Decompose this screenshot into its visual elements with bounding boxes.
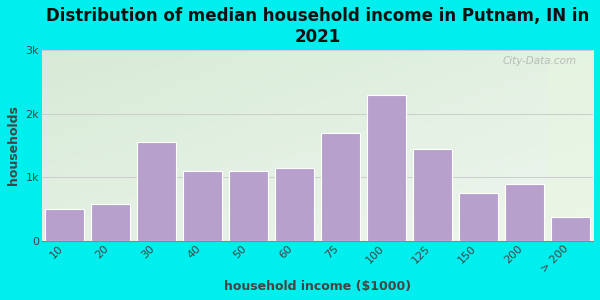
Bar bbox=[229, 171, 268, 241]
Bar bbox=[413, 148, 452, 241]
Bar bbox=[137, 142, 176, 241]
Bar bbox=[275, 168, 314, 241]
Bar bbox=[459, 193, 498, 241]
Bar bbox=[91, 204, 130, 241]
Bar bbox=[46, 209, 85, 241]
Text: City-Data.com: City-Data.com bbox=[502, 56, 577, 66]
X-axis label: household income ($1000): household income ($1000) bbox=[224, 280, 411, 293]
Bar bbox=[505, 184, 544, 241]
Title: Distribution of median household income in Putnam, IN in
2021: Distribution of median household income … bbox=[46, 7, 589, 46]
Y-axis label: households: households bbox=[7, 106, 20, 185]
Bar bbox=[551, 217, 590, 241]
Bar bbox=[183, 171, 222, 241]
Bar bbox=[547, 50, 593, 241]
Bar bbox=[321, 133, 360, 241]
Bar bbox=[367, 94, 406, 241]
